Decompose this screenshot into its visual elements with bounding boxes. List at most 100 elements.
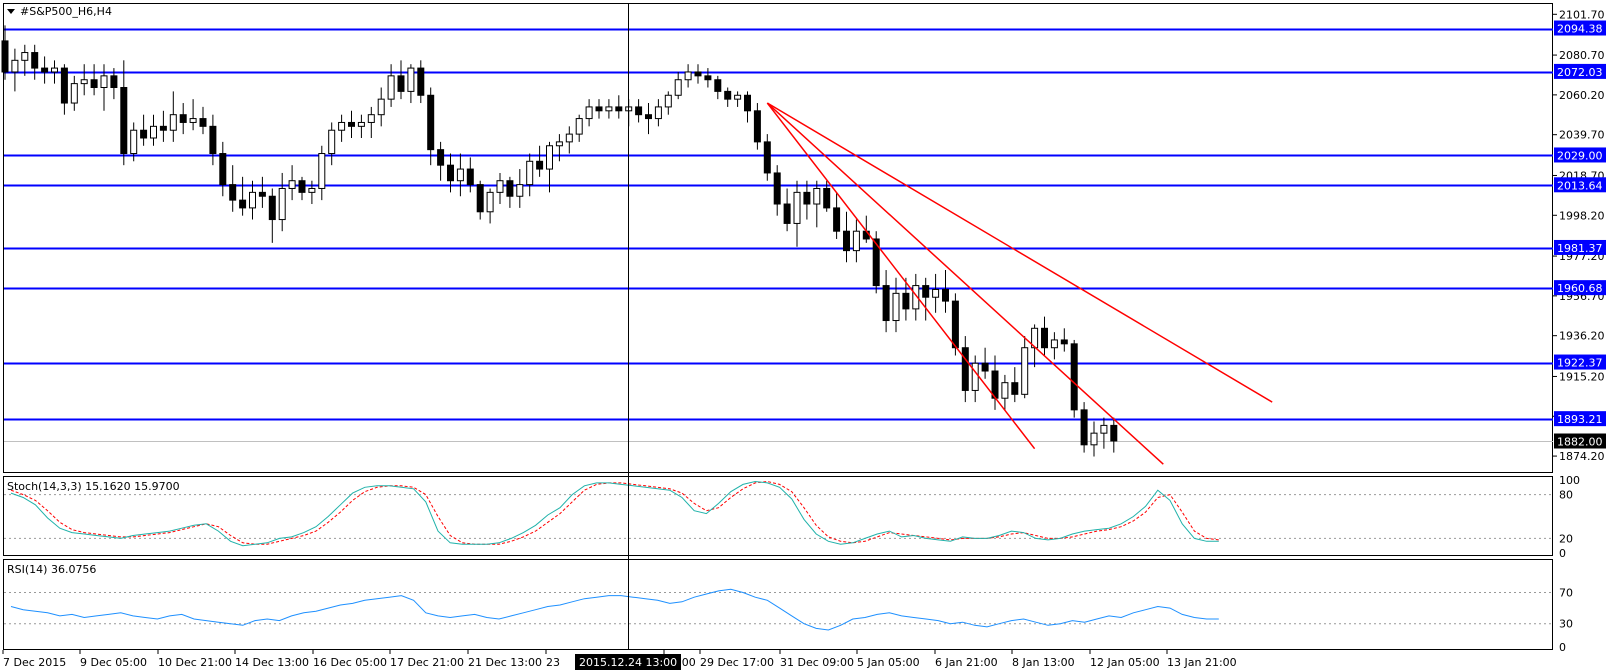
candle[interactable] xyxy=(1080,402,1088,453)
candle[interactable] xyxy=(1001,374,1009,410)
candle[interactable] xyxy=(823,180,831,212)
candle[interactable] xyxy=(387,64,395,107)
candle[interactable] xyxy=(189,99,197,131)
candle[interactable] xyxy=(1,25,9,80)
candle[interactable] xyxy=(645,103,652,135)
candle[interactable] xyxy=(150,114,157,146)
candle[interactable] xyxy=(882,270,890,333)
candle[interactable] xyxy=(51,60,58,84)
candle[interactable] xyxy=(961,336,969,403)
candle[interactable] xyxy=(258,176,266,208)
trendline[interactable] xyxy=(766,102,1036,450)
candle[interactable] xyxy=(833,192,841,239)
trendline[interactable] xyxy=(766,102,1164,465)
candle[interactable] xyxy=(80,64,88,96)
candle[interactable] xyxy=(763,134,771,181)
candle[interactable] xyxy=(664,91,672,115)
candle[interactable] xyxy=(922,277,930,321)
candle[interactable] xyxy=(942,270,949,313)
candle[interactable] xyxy=(1070,339,1078,418)
candle[interactable] xyxy=(367,106,375,138)
candle[interactable] xyxy=(1100,417,1108,449)
candle[interactable] xyxy=(357,114,365,138)
candle[interactable] xyxy=(209,114,217,166)
candle[interactable] xyxy=(288,165,296,201)
candle[interactable] xyxy=(932,273,940,313)
candle[interactable] xyxy=(239,176,247,216)
candle[interactable] xyxy=(427,87,435,166)
candle[interactable] xyxy=(565,126,573,154)
candle[interactable] xyxy=(773,165,781,216)
candle[interactable] xyxy=(169,91,177,142)
candle[interactable] xyxy=(70,75,78,111)
candle[interactable] xyxy=(486,188,494,224)
candle[interactable] xyxy=(555,134,563,162)
candle[interactable] xyxy=(635,99,643,123)
candle[interactable] xyxy=(437,141,445,181)
candle[interactable] xyxy=(843,211,850,263)
candle[interactable] xyxy=(813,180,821,228)
candle[interactable] xyxy=(41,56,49,84)
candle[interactable] xyxy=(31,44,39,80)
candle[interactable] xyxy=(714,75,722,100)
candle[interactable] xyxy=(753,103,761,150)
candle[interactable] xyxy=(397,60,405,100)
candle[interactable] xyxy=(654,99,662,127)
candle[interactable] xyxy=(585,99,593,127)
candle[interactable] xyxy=(110,68,118,100)
candle[interactable] xyxy=(1090,421,1098,457)
candle[interactable] xyxy=(1060,328,1068,352)
candle[interactable] xyxy=(704,68,712,88)
candle[interactable] xyxy=(536,145,544,177)
candle[interactable] xyxy=(1011,367,1019,403)
candle[interactable] xyxy=(60,64,68,115)
candle[interactable] xyxy=(1021,336,1029,399)
candle[interactable] xyxy=(892,277,900,333)
candle[interactable] xyxy=(268,188,276,243)
candle[interactable] xyxy=(130,122,138,162)
candle[interactable] xyxy=(447,153,454,193)
candle[interactable] xyxy=(140,114,148,146)
candle[interactable] xyxy=(605,99,613,119)
candle[interactable] xyxy=(595,99,603,119)
candle[interactable] xyxy=(1110,417,1118,453)
candle[interactable] xyxy=(852,219,860,263)
candle[interactable] xyxy=(456,153,464,197)
candle[interactable] xyxy=(328,122,336,166)
candle[interactable] xyxy=(249,180,256,220)
candle[interactable] xyxy=(338,114,346,142)
trendline[interactable] xyxy=(766,102,1273,403)
candle[interactable] xyxy=(318,145,326,201)
candle[interactable] xyxy=(783,188,791,232)
candle[interactable] xyxy=(11,48,19,92)
candle[interactable] xyxy=(506,176,514,208)
candle[interactable] xyxy=(526,153,534,197)
candle[interactable] xyxy=(902,277,910,321)
candle[interactable] xyxy=(219,141,227,197)
candle[interactable] xyxy=(308,180,316,205)
candle[interactable] xyxy=(912,273,920,321)
candle[interactable] xyxy=(803,180,811,220)
candle[interactable] xyxy=(1041,316,1048,356)
candle[interactable] xyxy=(793,180,801,247)
candle[interactable] xyxy=(516,169,524,208)
candle[interactable] xyxy=(278,172,286,232)
candle[interactable] xyxy=(496,172,504,205)
candle[interactable] xyxy=(734,91,742,107)
candle[interactable] xyxy=(674,71,682,100)
candle[interactable] xyxy=(684,64,692,88)
candle[interactable] xyxy=(21,44,29,76)
candle[interactable] xyxy=(417,60,425,104)
candle[interactable] xyxy=(615,95,623,119)
candle[interactable] xyxy=(179,103,187,135)
candle[interactable] xyxy=(199,106,207,135)
candle[interactable] xyxy=(298,176,306,201)
candle[interactable] xyxy=(348,110,355,138)
candle[interactable] xyxy=(100,64,108,111)
candle[interactable] xyxy=(546,141,553,193)
candle[interactable] xyxy=(981,347,989,379)
candle[interactable] xyxy=(694,64,702,84)
candle[interactable] xyxy=(407,64,415,104)
candle[interactable] xyxy=(872,231,880,294)
